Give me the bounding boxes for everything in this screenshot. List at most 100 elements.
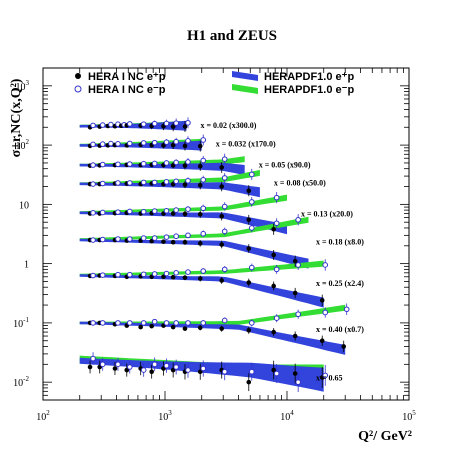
y-tick-base: 10 [16, 141, 26, 152]
data-point-e-minus [90, 355, 96, 362]
data-point-e-minus [140, 160, 147, 167]
data-point-e-plus [219, 278, 225, 283]
data-point-e-minus [185, 367, 191, 373]
data-point-e-minus [173, 159, 179, 166]
x-tick-base: 10 [158, 412, 168, 423]
bin-label: x = 0.25 (x2.4) [316, 279, 364, 288]
data-point-e-plus [182, 211, 188, 217]
data-point-e-minus [221, 156, 228, 162]
x-axis-title: Q²/ GeV² [358, 429, 412, 444]
data-point-e-plus [219, 242, 225, 247]
data-point-e-minus [151, 271, 158, 277]
data-point-e-minus [273, 194, 280, 201]
data-point-e-minus [140, 320, 147, 326]
x-tick-base: 10 [280, 412, 290, 423]
data-point-e-minus [221, 228, 228, 235]
data-point-e-minus [99, 141, 106, 147]
data-point-e-minus [126, 161, 133, 167]
data-point-e-minus [140, 140, 147, 146]
data-point-e-minus [248, 264, 255, 271]
data-point-e-minus [185, 138, 191, 144]
data-point-e-minus [115, 141, 121, 147]
bin-label: x = 0.18 (x8.0) [316, 238, 364, 247]
data-point-e-minus [140, 235, 147, 241]
data-point-e-minus [151, 361, 158, 368]
data-point-e-minus [185, 206, 191, 212]
data-point-e-minus [126, 208, 133, 215]
y-tick-label: 10-2 [13, 375, 29, 389]
x-tick-label: 105 [402, 409, 416, 423]
data-point-e-minus [90, 237, 96, 243]
data-point-e-minus [163, 139, 170, 145]
data-point-e-minus [151, 120, 158, 127]
data-point-e-minus [99, 320, 106, 326]
data-point-e-minus [115, 361, 121, 368]
data-point-e-minus [90, 141, 96, 148]
band-e-plus [79, 321, 346, 355]
data-point-e-minus [200, 205, 207, 212]
data-point-e-plus [149, 323, 154, 329]
data-point-e-minus [173, 120, 179, 126]
y-tick-label: 1 [24, 260, 29, 271]
data-point-e-plus [170, 142, 176, 148]
data-point-e-minus [115, 271, 121, 278]
chart-title: H1 and ZEUS [187, 28, 277, 44]
data-point-e-plus [246, 328, 252, 333]
data-point-e-minus [221, 203, 228, 210]
data-point-e-minus [185, 320, 191, 326]
y-tick-base: 10 [13, 319, 23, 330]
data-point-e-plus [182, 124, 188, 129]
data-point-e-minus [140, 367, 147, 373]
data-point-e-minus [90, 181, 96, 187]
data-point-e-plus [197, 325, 203, 330]
x-tick-label: 102 [36, 409, 50, 423]
data-point-e-plus [219, 326, 225, 331]
data-point-e-minus [185, 119, 191, 126]
band-e-plus [79, 182, 260, 198]
y-tick-exponent: 2 [26, 138, 30, 146]
data-point-e-minus [273, 315, 280, 322]
data-point-e-minus [151, 235, 158, 241]
data-point-e-plus [292, 371, 298, 376]
y-tick-base: 10 [13, 378, 23, 389]
data-point-e-minus [140, 271, 147, 278]
x-tick-exponent: 2 [46, 409, 50, 417]
data-point-e-minus [173, 320, 179, 326]
data-point-e-plus [246, 280, 252, 285]
data-point-e-minus [126, 140, 133, 147]
data-point-e-minus [151, 208, 158, 214]
axis-titles: Q²/ GeV² σ±r,NC(x,Q²) [9, 78, 412, 444]
x-tick-label: 104 [280, 409, 294, 423]
data-point-e-minus [248, 199, 255, 205]
data-point-e-minus [115, 236, 121, 242]
legend-label: HERAPDF1.0 e⁻p [264, 84, 354, 96]
data-point-e-plus [197, 163, 203, 169]
data-point-e-plus [161, 239, 166, 244]
data-point-e-minus [90, 210, 96, 216]
x-tick-exponent: 3 [168, 409, 172, 417]
data-point-e-minus [99, 361, 106, 368]
data-point-e-plus [182, 239, 188, 245]
y-tick-label: 102 [16, 138, 30, 152]
data-point-e-minus [221, 266, 228, 273]
data-point-e-minus [200, 320, 207, 326]
legend-label: HERA I NC e⁺p [88, 71, 166, 83]
data-point-e-plus [219, 165, 225, 170]
data-point-e-minus [200, 176, 207, 183]
data-point-e-plus [271, 367, 276, 373]
data-point-e-minus [108, 140, 114, 147]
bin-label: x = 0.65 [316, 373, 343, 382]
data-point-e-plus [182, 182, 188, 187]
data-point-e-plus [197, 143, 203, 149]
data-point-e-minus [163, 270, 170, 277]
data-point-e-minus [185, 159, 191, 165]
band-e-plus [79, 274, 324, 308]
data-point-e-plus [271, 252, 276, 258]
data-point-e-minus [200, 137, 207, 143]
data-point-e-minus [173, 138, 179, 145]
data-point-e-minus [200, 157, 207, 164]
data-point-e-plus [138, 324, 143, 330]
data-point-e-minus [163, 362, 170, 369]
bin-label: x = 0.02 (x300.0) [200, 121, 256, 130]
